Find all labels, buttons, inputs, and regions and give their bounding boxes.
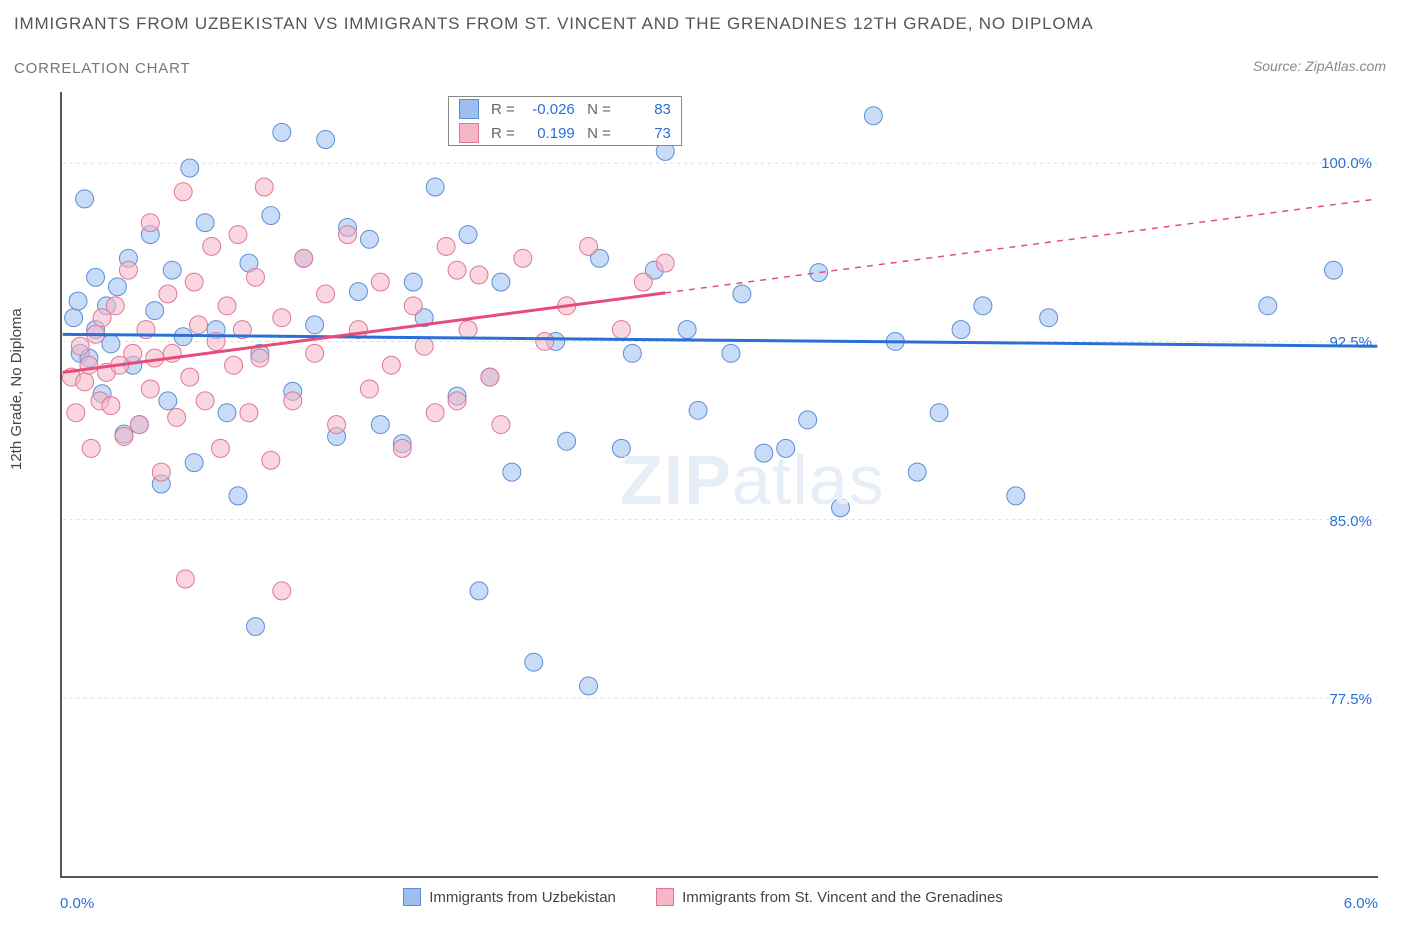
legend-swatch-bottom-0 (403, 888, 421, 906)
legend-swatch-bottom-1 (656, 888, 674, 906)
legend-label-0: Immigrants from Uzbekistan (429, 889, 616, 906)
r-value-0: -0.026 (521, 101, 575, 118)
legend-item-1: Immigrants from St. Vincent and the Gren… (656, 888, 1003, 906)
y-tick-label: 100.0% (1321, 155, 1372, 172)
legend-row-0: R = -0.026 N = 83 (449, 97, 681, 121)
n-label-1: N = (579, 125, 611, 142)
series-legend: Immigrants from Uzbekistan Immigrants fr… (0, 888, 1406, 910)
r-value-1: 0.199 (521, 125, 575, 142)
r-label-1: R = (491, 125, 515, 142)
legend-item-0: Immigrants from Uzbekistan (403, 888, 616, 906)
x-axis-max: 6.0% (1344, 895, 1378, 912)
chart-plot-area (60, 92, 1378, 878)
legend-swatch-0 (459, 99, 479, 119)
r-label-0: R = (491, 101, 515, 118)
chart-subtitle: CORRELATION CHART (14, 60, 190, 77)
chart-svg (62, 92, 1378, 876)
y-tick-label: 77.5% (1329, 691, 1372, 708)
chart-title: IMMIGRANTS FROM UZBEKISTAN VS IMMIGRANTS… (14, 14, 1093, 34)
y-tick-label: 92.5% (1329, 334, 1372, 351)
legend-label-1: Immigrants from St. Vincent and the Gren… (682, 889, 1003, 906)
legend-swatch-1 (459, 123, 479, 143)
n-value-0: 83 (617, 101, 671, 118)
y-tick-label: 85.0% (1329, 513, 1372, 530)
n-label-0: N = (579, 101, 611, 118)
correlation-legend: R = -0.026 N = 83 R = 0.199 N = 73 (448, 96, 682, 146)
x-axis-min: 0.0% (60, 895, 94, 912)
source-attribution: Source: ZipAtlas.com (1253, 58, 1386, 74)
legend-row-1: R = 0.199 N = 73 (449, 121, 681, 145)
n-value-1: 73 (617, 125, 671, 142)
y-axis-label: 12th Grade, No Diploma (8, 308, 25, 470)
